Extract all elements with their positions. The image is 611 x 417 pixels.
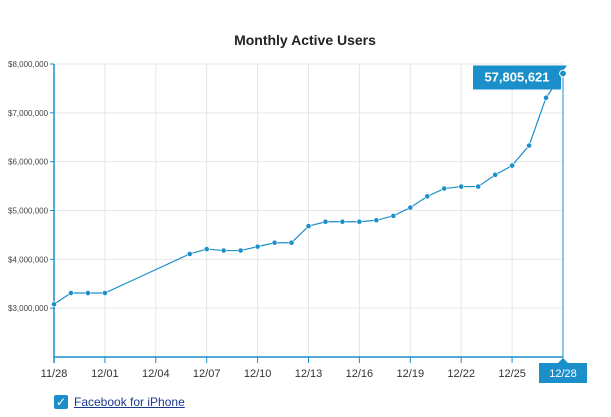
data-point: [458, 183, 465, 190]
data-point: [390, 212, 397, 219]
y-tick-label: $6,000,000: [8, 158, 49, 167]
x-tick-label: 12/01: [91, 368, 119, 380]
x-tick-label: 12/10: [244, 368, 272, 380]
y-tick-label: $3,000,000: [8, 304, 49, 313]
x-selected-box: [539, 363, 587, 383]
y-tick-label: $7,000,000: [8, 109, 49, 118]
data-point: [407, 204, 414, 211]
data-point: [322, 218, 329, 225]
x-tick-label: 12/22: [447, 368, 475, 380]
callout-label: 57,805,621: [484, 69, 549, 84]
y-tick-label: $4,000,000: [8, 255, 49, 264]
y-tick-label: $5,000,000: [8, 207, 49, 216]
y-tick-label: $8,000,000: [8, 60, 49, 69]
data-point: [220, 247, 227, 254]
data-point: [237, 247, 244, 254]
callout-box: [473, 65, 561, 90]
data-point: [271, 239, 278, 246]
chart-title: Monthly Active Users: [234, 32, 376, 48]
highlighted-point: [559, 69, 567, 78]
data-point: [509, 162, 515, 169]
y-axis: $3,000,000 $4,000,000 $5,000,000 $6,000,000…: [8, 60, 55, 363]
data-point: [85, 290, 91, 296]
x-tick-label: 11/28: [41, 368, 68, 380]
data-point: [102, 290, 108, 296]
data-point: [339, 218, 346, 225]
data-point: [475, 183, 482, 190]
data-point: [254, 243, 261, 250]
x-tick-label: 12/25: [498, 368, 526, 380]
x-tick-label: 12/16: [346, 368, 374, 380]
data-point: [373, 217, 380, 224]
data-point: [203, 246, 210, 252]
legend-series-label[interactable]: Facebook for iPhone: [74, 395, 185, 409]
data-point: [526, 142, 532, 149]
value-callout: 57,805,621: [473, 65, 567, 357]
legend-checkbox[interactable]: ✓: [54, 395, 68, 409]
x-tick-label: 12/04: [142, 368, 170, 380]
data-point: [356, 218, 363, 225]
x-selected-pointer: [558, 358, 568, 363]
x-axis: 11/28 12/01 12/04 12/07 12/10 12/13 12/16 12/19…: [41, 356, 587, 383]
data-point: [424, 193, 431, 200]
data-point: [441, 185, 448, 192]
data-point: [543, 94, 549, 101]
data-point: [288, 239, 295, 246]
x-tick-label: 12/28: [549, 368, 577, 380]
legend: ✓ Facebook for iPhone: [54, 392, 185, 412]
data-point: [51, 301, 57, 308]
x-tick-label: 12/07: [193, 368, 221, 380]
grid: [53, 63, 564, 357]
data-point: [186, 251, 193, 257]
data-point: [492, 171, 499, 178]
x-selected-tick: 12/28: [539, 358, 587, 383]
data-point: [68, 290, 74, 296]
data-point: [305, 223, 312, 230]
x-tick-label: 12/19: [397, 368, 425, 380]
x-tick-label: 12/13: [295, 368, 323, 380]
